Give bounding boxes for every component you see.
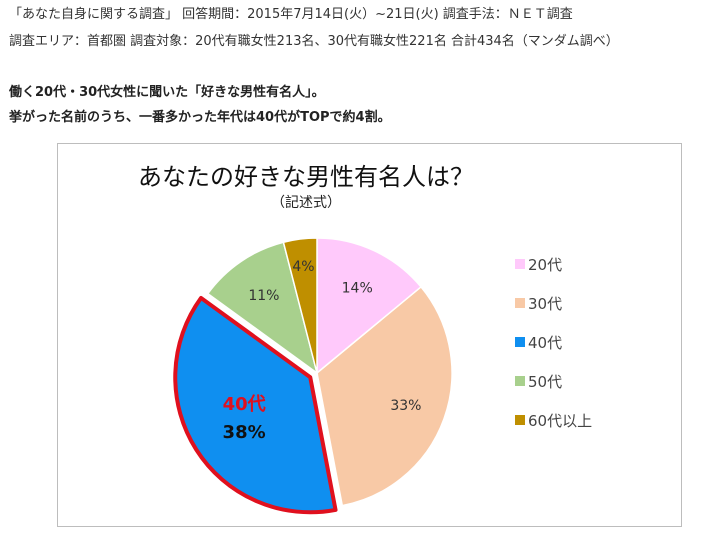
legend-label: 50代	[528, 373, 562, 391]
legend-swatch	[515, 298, 525, 308]
legend-swatch	[515, 259, 525, 269]
survey-info-line-1: 「あなた自身に関する調査」 回答期間：2015年7月14日(火）~21日(火) …	[9, 7, 573, 22]
legend-label: 60代以上	[528, 412, 592, 430]
chart-subtitle: （記述式）	[271, 194, 341, 211]
survey-info-line-2: 調査エリア：首都圏 調査対象：20代有職女性213名、30代有職女性221名 合…	[9, 34, 619, 49]
slice-value-label: 4%	[292, 259, 314, 275]
slice-value-label: 38%	[223, 422, 266, 443]
legend-swatch	[515, 415, 525, 425]
slice-value-label: 11%	[248, 288, 279, 304]
legend-swatch	[515, 376, 525, 386]
slice-category-label: 40代	[223, 394, 266, 415]
pie-chart: あなたの好きな男性有名人は？ （記述式） 14% 33% 40代 38% 11% 4% 2…	[138, 163, 592, 515]
slice-3	[206, 241, 319, 375]
chart-title: あなたの好きな男性有名人は？	[138, 163, 474, 191]
intro-line-1: 働く20代・30代女性に聞いた「好きな男性有名人」。	[9, 85, 325, 100]
legend-label: 40代	[528, 334, 562, 352]
chart-frame: あなたの好きな男性有名人は？ （記述式） 14% 33% 40代 38% 11% 4% 2…	[57, 143, 682, 527]
legend-swatch	[515, 337, 525, 347]
legend-label: 30代	[528, 295, 562, 313]
legend-label: 20代	[528, 256, 562, 274]
slice-2	[173, 295, 338, 515]
slice-0	[316, 237, 423, 375]
slice-value-label: 33%	[390, 398, 421, 414]
intro-line-2: 挙がった名前のうち、一番多かった年代は40代がTOPで約4割。	[9, 110, 391, 125]
slice-1	[316, 285, 453, 507]
slice-4	[282, 237, 318, 374]
slice-value-label: 14%	[342, 281, 373, 297]
